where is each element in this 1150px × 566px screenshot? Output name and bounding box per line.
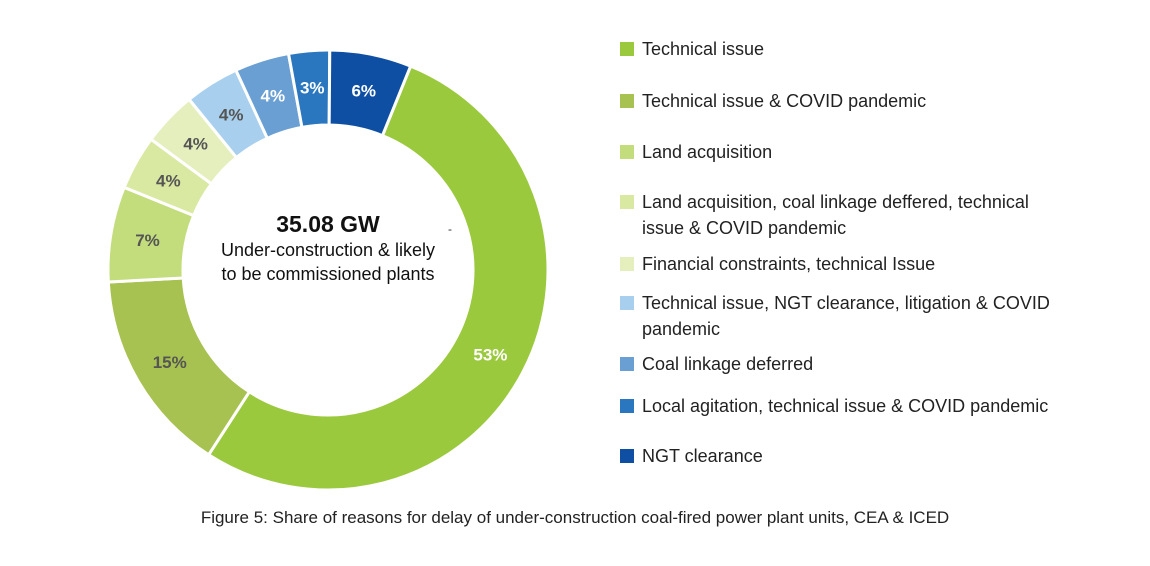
stray-mark: - [448, 222, 452, 236]
legend-swatch [620, 296, 634, 310]
legend-label-line: Technical issue [642, 39, 765, 59]
figure-caption: Figure 5: Share of reasons for delay of … [200, 508, 950, 527]
center-subtitle-line-1: Under-construction & likely [220, 240, 436, 260]
legend-swatch [620, 257, 634, 271]
legend-label: NGT clearance [642, 443, 1122, 469]
legend-label-line: Technical issue & COVID pandemic [642, 91, 927, 111]
legend-label-line: Coal linkage deferred [642, 354, 814, 374]
legend-label: Coal linkage deferred [642, 351, 1122, 377]
legend-label: Technical issue, NGT clearance, litigati… [642, 290, 1122, 342]
legend-swatch [620, 42, 634, 56]
legend-label-line: Financial constraints, technical Issue [642, 254, 936, 274]
legend-label-line: Technical issue, NGT clearance, litigati… [642, 293, 1050, 313]
legend-label: Land acquisition [642, 139, 1122, 165]
legend-label: Technical issue & COVID pandemic [642, 88, 1122, 114]
slice-label-8: 6% [351, 82, 376, 101]
legend-swatch [620, 399, 634, 413]
slice-label-2: 7% [135, 231, 160, 250]
legend-swatch [620, 449, 634, 463]
legend-label-line: NGT clearance [642, 446, 763, 466]
legend-swatch [620, 145, 634, 159]
donut-center-label: 35.08 GW Under-construction & likely to … [188, 210, 468, 286]
legend-label-line: issue & COVID pandemic [642, 218, 847, 238]
legend-swatch [620, 94, 634, 108]
legend-label-line: pandemic [642, 319, 721, 339]
slice-label-3: 4% [156, 172, 181, 191]
legend-swatch [620, 357, 634, 371]
legend-label: Financial constraints, technical Issue [642, 251, 1122, 277]
slice-label-5: 4% [219, 106, 244, 125]
slice-label-7: 3% [300, 79, 325, 98]
slice-0 [206, 64, 550, 492]
legend-label: Land acquisition, coal linkage deffered,… [642, 189, 1122, 241]
center-subtitle-line-2: to be commissioned plants [221, 264, 435, 284]
slice-label-4: 4% [183, 135, 208, 154]
legend-label-line: Land acquisition [642, 142, 773, 162]
legend-label: Local agitation, technical issue & COVID… [642, 393, 1122, 419]
legend-label-line: Local agitation, technical issue & COVID… [642, 396, 1049, 416]
slice-label-0: 53% [473, 345, 507, 364]
slice-label-6: 4% [261, 87, 286, 106]
legend-label: Technical issue [642, 36, 1122, 62]
slice-label-1: 15% [153, 353, 187, 372]
center-value: 35.08 GW [276, 211, 380, 237]
legend-swatch [620, 195, 634, 209]
legend-label-line: Land acquisition, coal linkage deffered,… [642, 192, 1029, 212]
slice-8 [327, 48, 413, 138]
